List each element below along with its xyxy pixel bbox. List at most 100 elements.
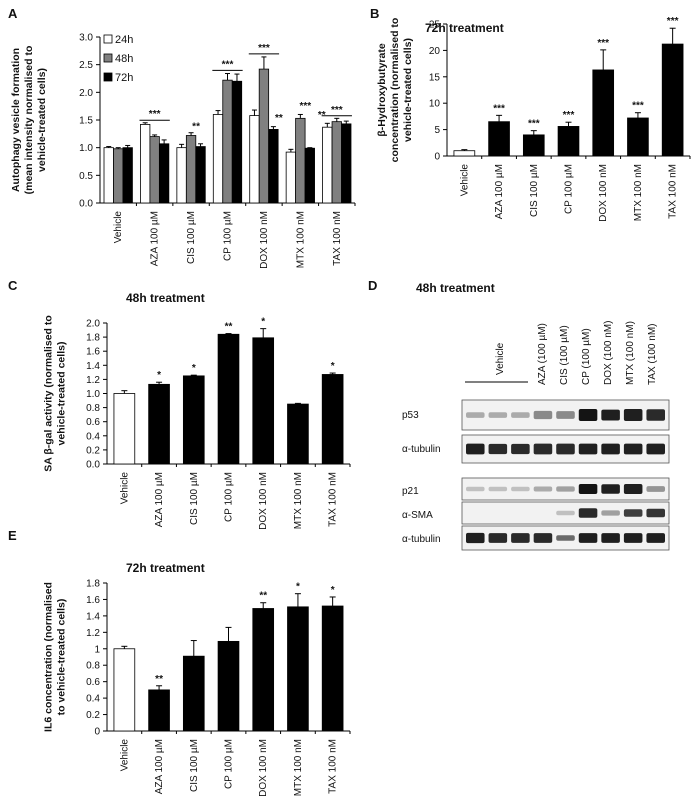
blot-band (623, 533, 643, 543)
blot-band (578, 443, 598, 455)
chart-e-category-label: CIS 100 µM (189, 739, 200, 792)
chart-a-bar-48h (258, 68, 270, 204)
chart-a-bar-72h (304, 147, 315, 204)
blot-band (533, 486, 553, 492)
chart-c-category-label: MTX 100 nM (293, 472, 304, 529)
chart-b-tick-label: 10 (429, 99, 441, 110)
blot-band (488, 533, 508, 543)
chart-e-significance: ** (155, 674, 163, 685)
chart-a-category-label: TAX 100 nM (332, 211, 343, 266)
blot-band (533, 533, 553, 543)
chart-c-category-label: CIS 100 µM (189, 472, 200, 525)
legend-a: 24h 48h 72h (103, 34, 133, 84)
chart-c-significance: * (157, 370, 161, 381)
blot-images (461, 399, 670, 551)
blot-band (578, 533, 598, 543)
chart-a-tick-label: 1.5 (79, 116, 93, 127)
blot-band (646, 443, 665, 455)
chart-b-significance: *** (493, 103, 505, 114)
chart-c-tick-label: 2.0 (86, 319, 100, 330)
blot-band (601, 484, 620, 494)
chart-b-bar (488, 121, 510, 157)
chart-c-category-label: DOX 100 nM (258, 472, 269, 530)
chart-e-tick-label: 1 (94, 644, 100, 655)
chart-e-tick-label: 0.8 (86, 661, 100, 672)
chart-a-bar-72h (268, 129, 279, 204)
chart-b: 0 5 10 15 20 25 β-Hydroxybutyrateconcentration… (376, 16, 691, 222)
chart-c-tick-label: 0.4 (86, 431, 100, 442)
chart-a-significance: *** (331, 105, 343, 116)
chart-c-significance: * (331, 361, 335, 372)
panel-letter-e: E (8, 528, 17, 543)
chart-a-category-label: MTX 100 nM (295, 211, 306, 268)
chart-e-bar (182, 655, 205, 732)
chart-e-tick-label: 1.4 (86, 611, 100, 622)
chart-a-bar-24h (249, 115, 260, 204)
lane-label-cp: CP (100 µM) (581, 328, 592, 385)
chart-e-significance: ** (259, 591, 267, 602)
chart-a-significance: *** (300, 101, 312, 112)
chart-c-tick-label: 0.0 (86, 460, 100, 471)
chart-a-tick-label: 0.5 (79, 171, 93, 182)
chart-a-significance: ** (192, 121, 200, 132)
chart-c-tick-label: 0.2 (86, 445, 100, 456)
blot-label-tubulin-1: α-tubulin (402, 444, 441, 455)
panel-d-title: 48h treatment (416, 281, 495, 295)
blot-band (601, 443, 620, 455)
panel-letter-d: D (368, 278, 377, 293)
blot-label-p21: p21 (402, 486, 419, 497)
chart-a-tick-label: 2.0 (79, 88, 93, 99)
chart-e-tick-label: 0.2 (86, 710, 100, 721)
panel-letter-b: B (370, 6, 379, 21)
chart-c-bar (182, 375, 205, 465)
blot-band (646, 533, 665, 543)
chart-e-significance: * (331, 585, 335, 596)
chart-b-bar (522, 134, 545, 157)
chart-a-bar-24h (322, 126, 333, 204)
chart-b-category-label: CP 100 µM (564, 164, 575, 214)
chart-b-tick-label: 0 (434, 152, 440, 163)
chart-a-category-label: AZA 100 µM (150, 211, 161, 266)
chart-e-bar (217, 640, 240, 732)
chart-e-y-label: IL6 concentration (normalisedto vehicle-… (43, 582, 68, 732)
panel-letter-a: A (8, 6, 18, 21)
chart-c-tick-label: 0.6 (86, 417, 100, 428)
chart-c-significance: ** (225, 322, 233, 333)
chart-a-bar-72h (158, 143, 170, 204)
chart-b-tick-label: 25 (429, 20, 441, 31)
chart-a: 0.0 0.5 1.0 1.5 2.0 2.5 3.0 Autophagy vesicle f… (10, 33, 356, 269)
chart-a-significance: ** (318, 110, 326, 121)
legend-label-24h: 24h (115, 34, 133, 46)
chart-c-category-label: TAX 100 nM (328, 472, 339, 527)
lane-label-dox: DOX (100 nM) (603, 321, 614, 385)
blot-band (623, 443, 643, 455)
chart-b-category-label: DOX 100 nM (598, 164, 609, 222)
chart-b-category-label: CIS 100 µM (529, 164, 540, 217)
chart-a-bar-48h (222, 79, 233, 204)
chart-a-bar-48h (149, 136, 160, 204)
chart-a-bar-48h (113, 148, 124, 204)
chart-b-bar (557, 126, 580, 157)
blot-band (623, 509, 643, 517)
chart-b-bar (627, 117, 649, 157)
chart-b-significance: *** (597, 38, 609, 49)
blot-band (533, 443, 553, 455)
chart-b-bar (453, 150, 476, 157)
legend-label-72h: 72h (115, 72, 133, 84)
chart-b-category-label: Vehicle (459, 164, 470, 197)
lane-label-mtx: MTX (100 nM) (625, 321, 636, 385)
chart-b-significance: *** (528, 119, 540, 130)
chart-b-tick-label: 20 (429, 46, 441, 57)
chart-b-category-label: MTX 100 nM (633, 164, 644, 221)
chart-c-category-label: Vehicle (119, 472, 130, 505)
blot-band (646, 486, 665, 492)
chart-a-significance: *** (149, 109, 161, 120)
chart-c-tick-label: 1.0 (86, 389, 100, 400)
chart-c-tick-label: 0.8 (86, 403, 100, 414)
chart-a-tick-label: 3.0 (79, 33, 93, 44)
chart-e-tick-label: 1.2 (86, 628, 100, 639)
lane-label-aza: AZA (100 µM) (537, 323, 548, 385)
chart-b-bar (592, 69, 615, 157)
blot-band (646, 508, 665, 518)
